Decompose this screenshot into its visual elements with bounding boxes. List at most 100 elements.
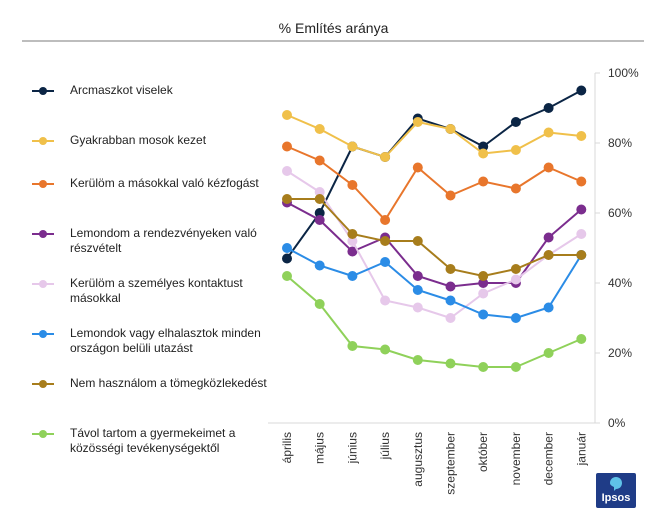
data-point (380, 152, 391, 162)
data-point (445, 281, 456, 292)
legend-item-kezmosas: Gyakrabban mosok kezet (22, 133, 262, 173)
data-point (478, 271, 489, 281)
data-point (380, 257, 391, 267)
series-lines (282, 85, 587, 372)
legend-label: Lemondok vagy elhalasztok minden országo… (70, 326, 261, 355)
series-3 (282, 141, 587, 225)
legend-marker (39, 380, 47, 388)
series-2 (282, 110, 587, 162)
data-point (380, 215, 391, 225)
data-point (314, 155, 325, 166)
data-point (510, 183, 521, 194)
data-point (412, 271, 423, 281)
data-point (576, 229, 587, 239)
data-point (543, 162, 554, 173)
data-point (445, 313, 456, 323)
data-point (412, 236, 423, 246)
legend-item-arcmaszk: Arcmaszkot viselek (22, 83, 262, 123)
data-point (576, 85, 587, 96)
data-point (412, 355, 423, 365)
series-line (286, 275, 582, 368)
data-point (347, 246, 358, 257)
data-point (347, 180, 358, 190)
data-point (478, 148, 489, 159)
data-point (478, 288, 489, 299)
data-point (314, 299, 325, 309)
logo-mark-icon (610, 477, 622, 491)
data-point (412, 302, 423, 313)
x-tick-label: április (280, 432, 294, 463)
data-point (543, 103, 554, 113)
legend-marker (39, 330, 47, 338)
legend-marker (39, 430, 47, 438)
legend-item-kezfogas: Kerülöm a másokkal való kézfogást (22, 176, 262, 216)
data-point (445, 295, 456, 306)
legend-label: Arcmaszkot viselek (70, 83, 173, 97)
data-point (510, 313, 521, 323)
series-line (286, 145, 582, 222)
x-tick-label: október (476, 432, 490, 472)
legend-label: Lemondom a rendezvényeken való részvétel… (70, 226, 257, 255)
data-point (478, 141, 489, 152)
data-point (347, 229, 358, 239)
series-line (286, 201, 582, 288)
series-8 (282, 271, 587, 372)
x-tick-label: május (313, 432, 327, 464)
legend-label: Kerülöm a személyes kontaktust másokkal (70, 276, 243, 305)
data-point (282, 141, 292, 152)
data-point (576, 131, 587, 141)
legend-label: Távol tartom a gyermekeimet a közösségi … (70, 426, 236, 455)
data-point (282, 166, 292, 176)
x-tick-label: augusztus (411, 432, 425, 487)
data-point (347, 236, 358, 246)
data-point (478, 278, 489, 288)
data-point (510, 274, 521, 285)
series-line (286, 89, 582, 260)
y-tick-label: 100% (608, 66, 639, 80)
legend-label: Gyakrabban mosok kezet (70, 133, 207, 147)
data-point (347, 271, 358, 281)
y-tick-label: 20% (608, 346, 632, 360)
ipsos-logo: Ipsos (596, 473, 636, 508)
y-tick-label: 60% (608, 206, 632, 220)
data-point (543, 250, 554, 260)
legend-item-tomegkozlekedes: Nem használom a tömegközlekedést (22, 376, 267, 416)
title-divider (22, 40, 644, 42)
legend-item-gyermekek: Távol tartom a gyermekeimet a közösségi … (22, 426, 262, 466)
data-point (543, 232, 554, 243)
data-point (347, 341, 358, 351)
series-5 (282, 166, 587, 323)
x-tick-label: június (345, 432, 359, 464)
data-point (576, 334, 587, 344)
data-point (445, 264, 456, 274)
data-point (510, 362, 521, 372)
x-tick-label: július (378, 432, 392, 460)
legend-label: Nem használom a tömegközlekedést (70, 376, 267, 390)
data-point (478, 309, 489, 320)
legend-marker (39, 280, 47, 288)
data-point (314, 187, 325, 197)
data-point (543, 348, 554, 358)
series-1 (282, 85, 587, 264)
legend-item-kontaktus: Kerülöm a személyes kontaktust másokkal (22, 276, 262, 316)
data-point (510, 145, 521, 155)
x-tick-label: december (542, 432, 556, 485)
legend-item-rendezveny: Lemondom a rendezvényeken való részvétel… (22, 226, 262, 266)
data-point (576, 204, 587, 215)
data-point (282, 271, 292, 281)
data-point (543, 302, 554, 313)
data-point (282, 110, 292, 120)
data-point (445, 358, 456, 369)
legend-item-utazas: Lemondok vagy elhalasztok minden országo… (22, 326, 262, 366)
series-line (286, 247, 583, 320)
y-tick-label: 0% (608, 416, 626, 430)
data-point (478, 362, 489, 372)
data-point (282, 253, 292, 264)
series-4 (282, 197, 587, 292)
legend-marker (39, 87, 47, 95)
legend-label: Kerülöm a másokkal való kézfogást (70, 176, 259, 190)
series-7 (282, 194, 587, 281)
data-point (380, 236, 391, 246)
data-point (576, 176, 587, 187)
logo-text: Ipsos (601, 492, 631, 504)
